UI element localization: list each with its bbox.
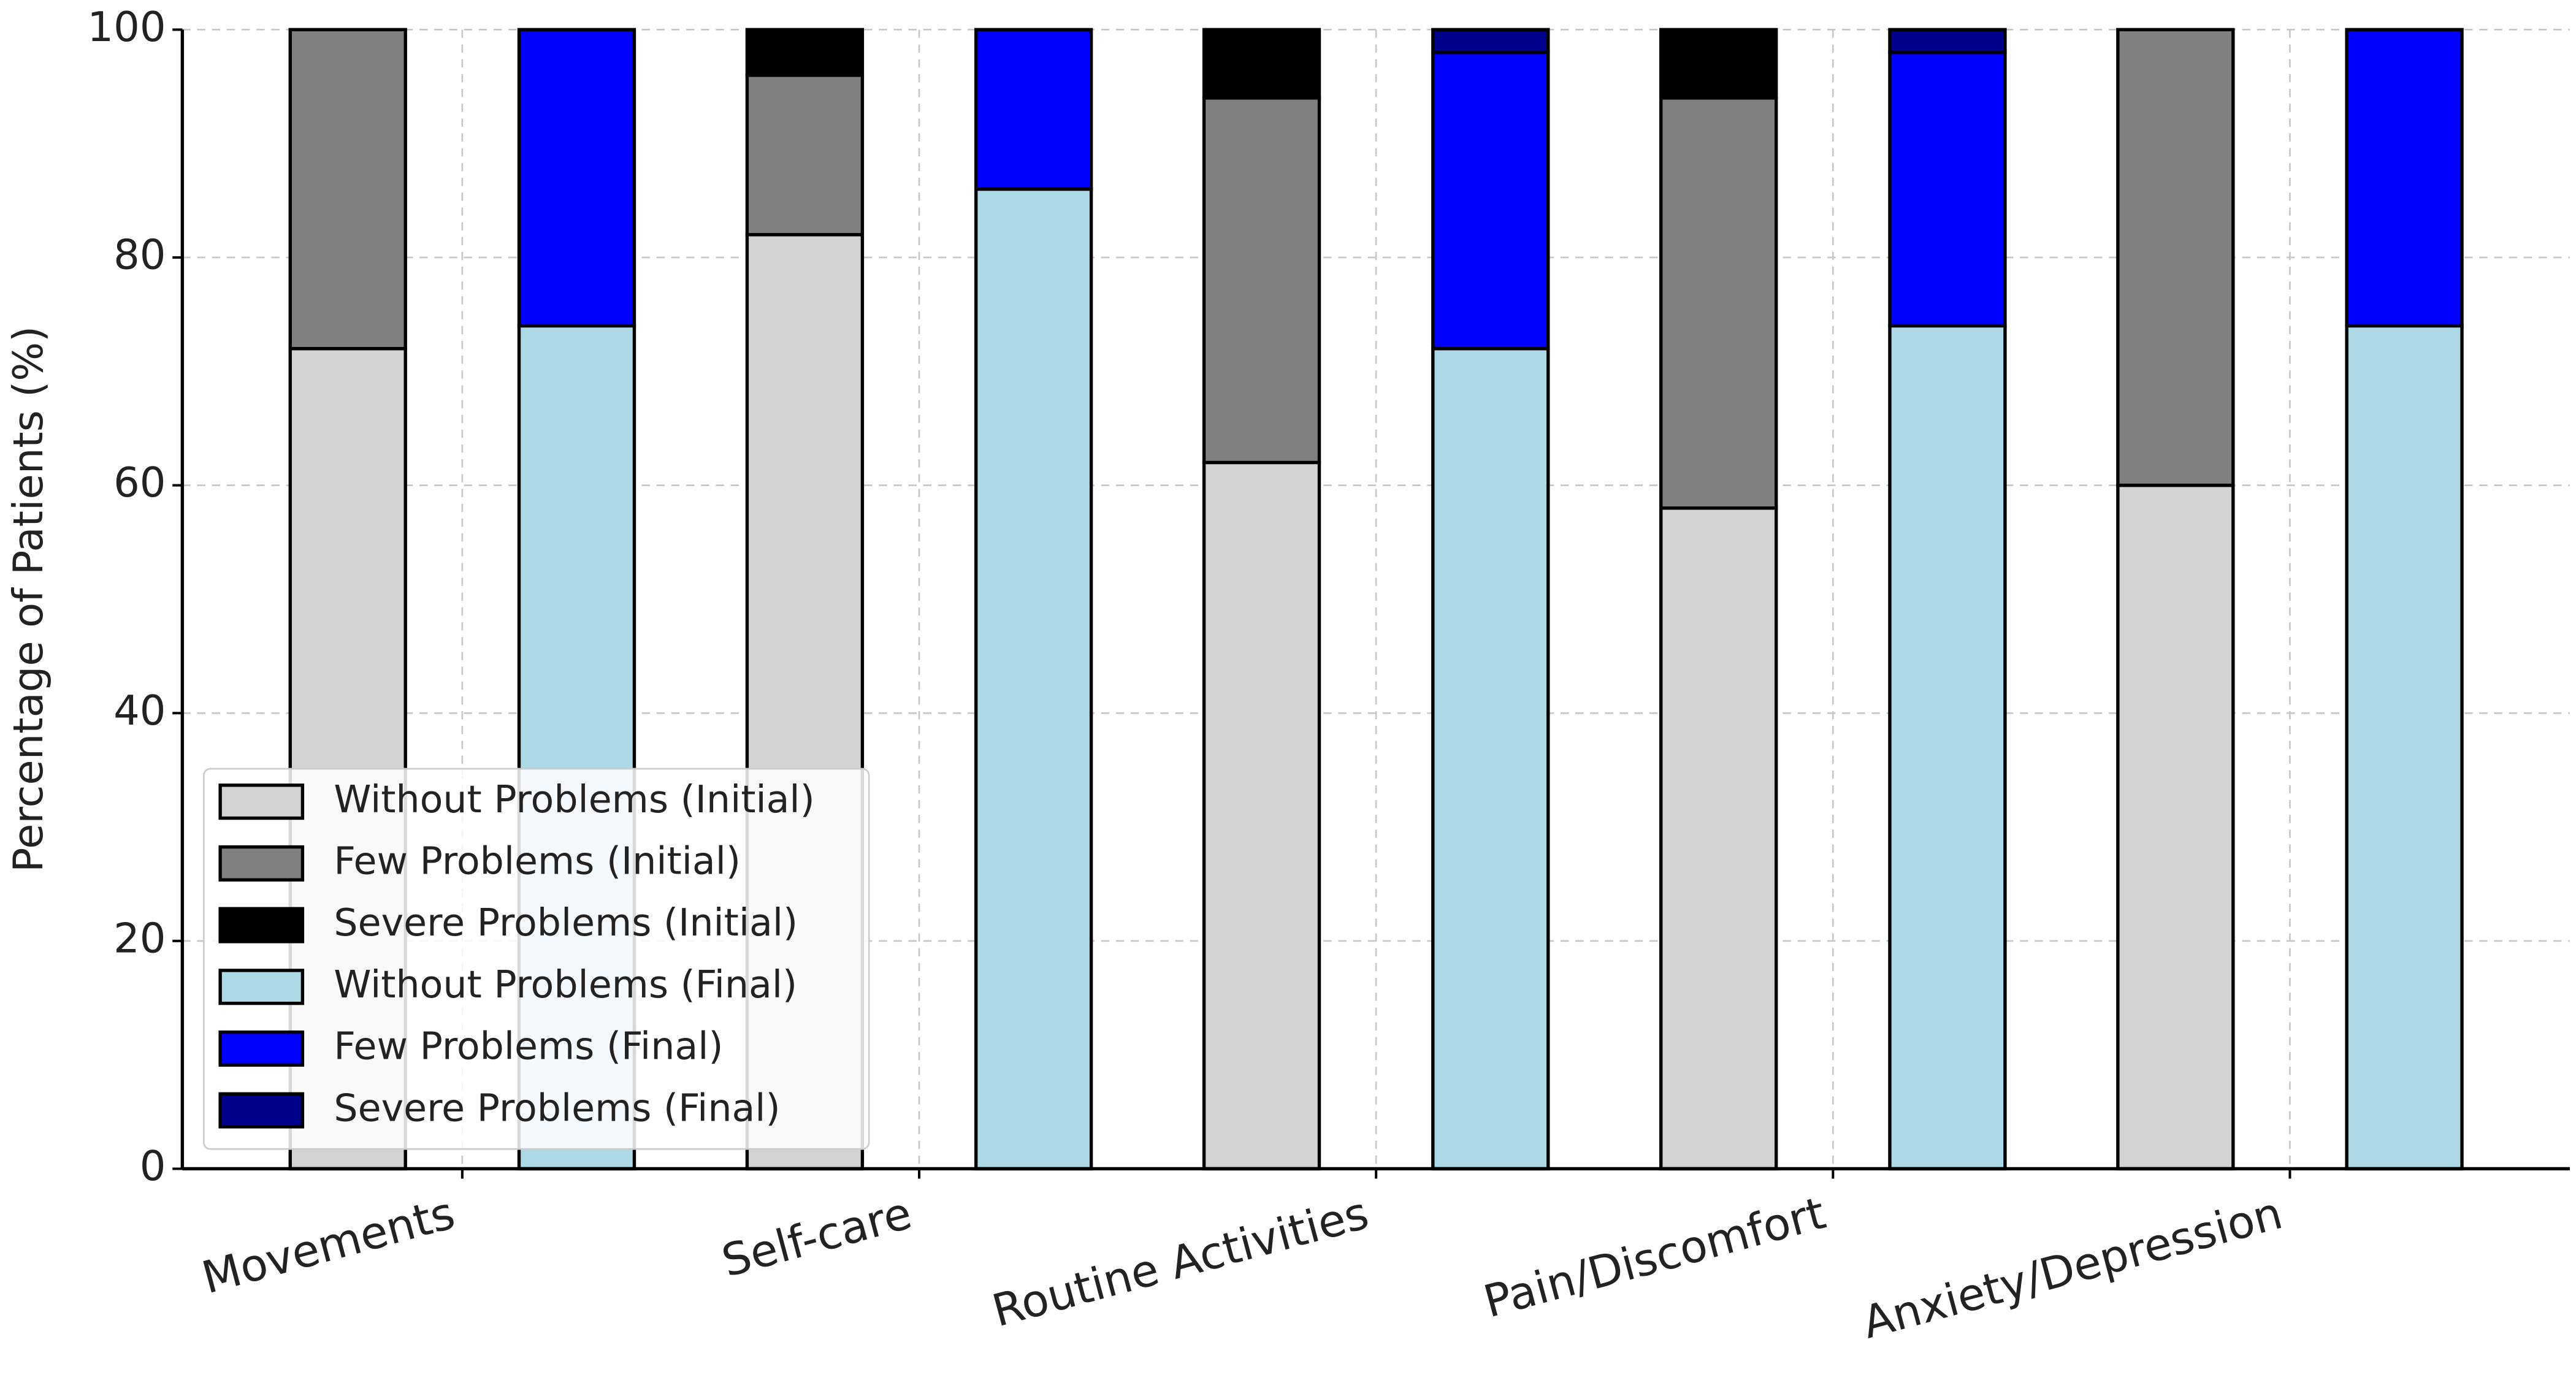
bar-segment — [974, 187, 1093, 1171]
y-tick-label: 20 — [113, 914, 166, 962]
legend-label: Severe Problems (Final) — [334, 1086, 780, 1130]
bar-segment — [2116, 28, 2235, 487]
bar-segment — [1431, 50, 1550, 351]
y-tick-label: 100 — [87, 3, 166, 51]
bar-segment — [1659, 28, 1778, 100]
bar-segment — [745, 73, 865, 237]
bar-segment — [1202, 28, 1321, 100]
legend-swatch — [218, 1030, 305, 1067]
bar-segment — [974, 28, 1093, 191]
y-tick-label: 60 — [113, 459, 166, 506]
legend-swatch — [218, 845, 305, 882]
legend-label: Few Problems (Initial) — [334, 839, 741, 883]
bar-segment — [2345, 324, 2464, 1171]
bar-segment — [288, 28, 407, 351]
bar-segment — [1202, 460, 1321, 1171]
bar-segment — [1431, 346, 1550, 1171]
x-tick-label: Movements — [197, 1187, 460, 1304]
y-tick-label: 0 — [140, 1142, 166, 1190]
legend-swatch — [218, 1092, 305, 1129]
legend-swatch — [218, 907, 305, 943]
legend-swatch — [218, 783, 305, 820]
bar-segment — [2116, 483, 2235, 1171]
bar-segment — [745, 28, 865, 77]
bar-segment — [1202, 96, 1321, 465]
bar-segment — [517, 28, 636, 328]
x-tick-label: Self-care — [717, 1187, 917, 1287]
x-tick-label: Routine Activities — [987, 1187, 1374, 1337]
bar-segment — [1659, 96, 1778, 510]
legend-label: Without Problems (Final) — [334, 962, 797, 1007]
legend-label: Few Problems (Final) — [334, 1024, 723, 1069]
y-axis-label: Percentage of Patients (%) — [4, 326, 52, 872]
bar-segment — [1431, 28, 1550, 55]
x-tick-label: Pain/Discomfort — [1478, 1187, 1830, 1328]
legend-box — [202, 768, 870, 1150]
bar-segment — [2345, 28, 2464, 328]
y-tick-label: 40 — [113, 687, 166, 734]
legend-label: Severe Problems (Initial) — [334, 901, 798, 945]
bar-segment — [1888, 50, 2007, 328]
bar-segment — [1888, 28, 2007, 55]
bar-segment — [1888, 324, 2007, 1171]
bar-segment — [1659, 506, 1778, 1171]
legend-label: Without Problems (Initial) — [334, 777, 814, 821]
y-tick-label: 80 — [113, 231, 166, 279]
x-tick-label: Anxiety/Depression — [1857, 1187, 2288, 1349]
legend-swatch — [218, 969, 305, 1005]
legend: Without Problems (Initial) Few Problems (… — [202, 768, 870, 1150]
